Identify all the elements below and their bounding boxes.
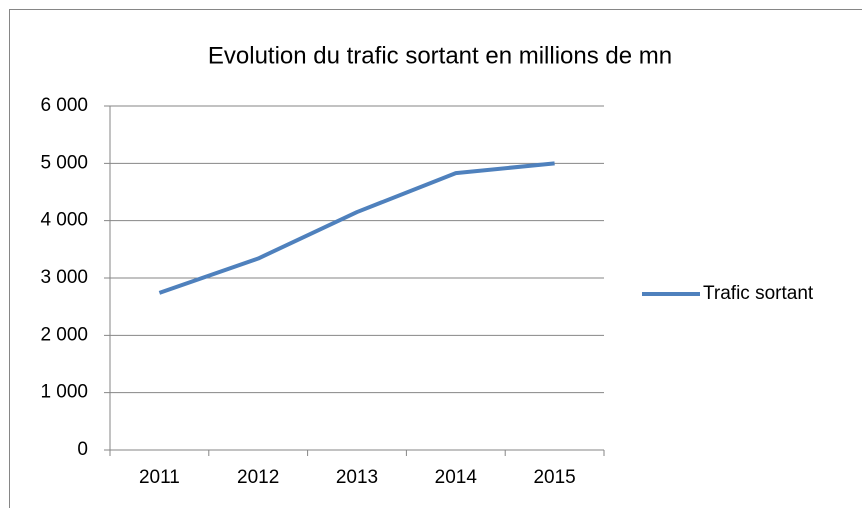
y-tick-label: 3 000	[40, 267, 88, 288]
x-tick-label: 2014	[435, 467, 478, 488]
y-tick-label: 2 000	[40, 324, 88, 345]
legend-label: Trafic sortant	[703, 283, 814, 304]
chart-frame	[9, 9, 862, 508]
y-tick-label: 6 000	[40, 95, 88, 116]
x-tick-label: 2011	[139, 467, 180, 488]
y-tick-label: 5 000	[40, 152, 88, 173]
series-line	[158, 161, 555, 295]
chart-title: Evolution du trafic sortant en millions …	[208, 42, 672, 69]
y-tick-label: 4 000	[40, 210, 88, 231]
x-tick-label: 2013	[336, 467, 378, 488]
x-tick-label: 2015	[533, 467, 575, 488]
y-tick-label: 0	[77, 439, 88, 460]
x-tick-label: 2012	[237, 467, 279, 488]
y-tick-label: 1 000	[40, 382, 88, 403]
